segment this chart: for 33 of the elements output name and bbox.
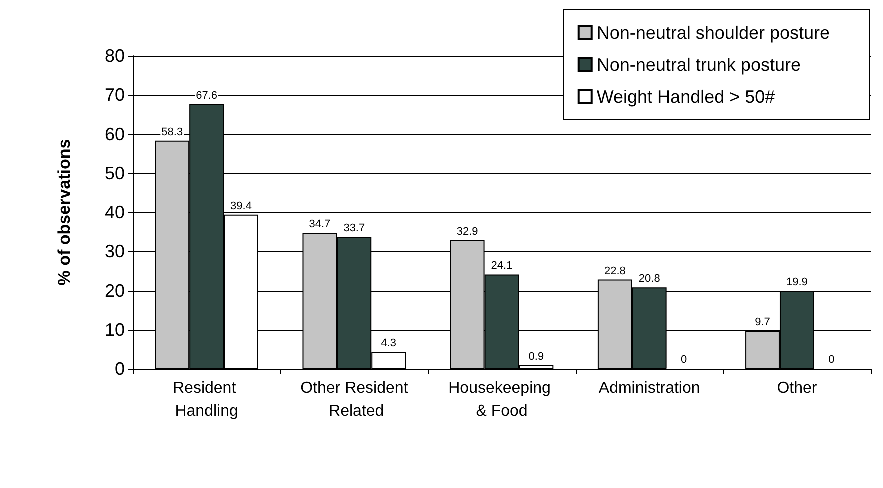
data-label: 9.7 <box>755 316 770 329</box>
x-tick-label: Other <box>777 380 818 397</box>
data-label: 0 <box>828 354 835 366</box>
y-tick-label: 20 <box>104 280 125 301</box>
data-label: 0.9 <box>528 350 544 363</box>
data-label: 33.7 <box>344 222 366 235</box>
y-tick-label: 0 <box>114 359 125 379</box>
y-tick-label: 40 <box>104 202 125 222</box>
data-label: 19.9 <box>786 276 808 289</box>
data-label: 67.6 <box>196 90 218 102</box>
data-label: 58.3 <box>162 126 184 138</box>
data-label: 24.1 <box>491 260 513 272</box>
data-label: 20.8 <box>638 273 660 286</box>
y-tick-label: 70 <box>104 85 125 106</box>
y-tick-label: 80 <box>104 46 125 66</box>
data-label: 34.7 <box>309 218 331 231</box>
legend-label: Weight Handled > 50# <box>596 87 776 107</box>
data-label: 32.9 <box>456 226 478 238</box>
data-label: 22.8 <box>604 265 626 278</box>
y-axis-title: % of observations <box>55 139 74 286</box>
y-tick-label: 50 <box>104 163 125 184</box>
data-label: 4.3 <box>381 338 396 350</box>
y-tick-label: 60 <box>104 124 125 144</box>
x-tick-label: Resident Handling <box>173 380 241 420</box>
y-tick-label: 30 <box>104 242 125 262</box>
legend-label: Non-neutral shoulder posture <box>596 23 830 43</box>
data-label: 0 <box>680 354 688 366</box>
data-label: 39.4 <box>230 200 252 212</box>
y-tick-label: 10 <box>104 320 125 340</box>
legend-label: Non-neutral trunk posture <box>596 55 801 75</box>
x-tick-label: Housekeeping & Food <box>448 380 556 420</box>
x-tick-label: Administration <box>598 380 700 397</box>
x-tick-label: Other Resident Related <box>300 380 409 420</box>
